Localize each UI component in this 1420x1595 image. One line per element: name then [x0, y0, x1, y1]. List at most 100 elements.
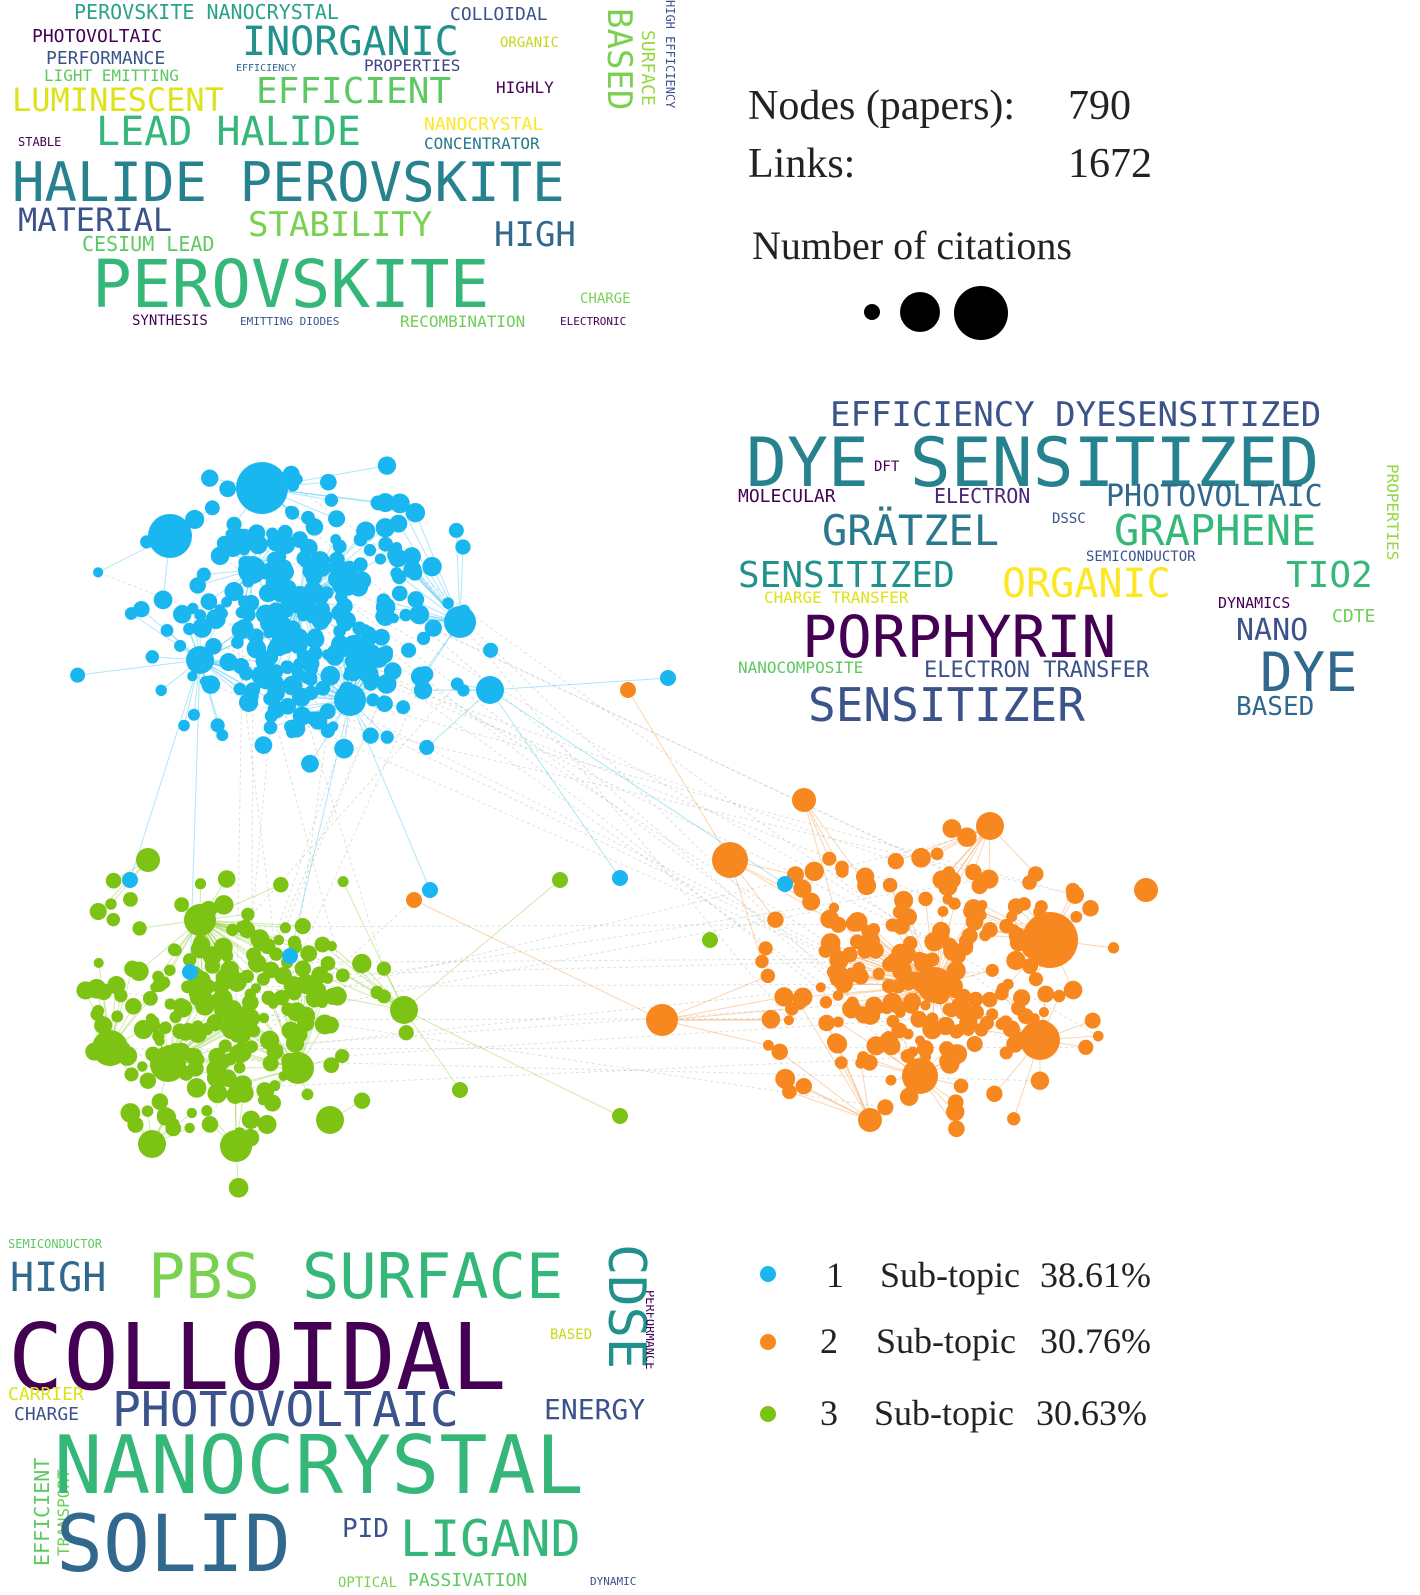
network-link: [204, 878, 990, 1002]
network-node: [241, 607, 256, 622]
network-node: [301, 754, 319, 773]
network-node: [835, 860, 849, 875]
legend-percent-1: 38.61%: [1040, 1255, 1151, 1295]
network-node: [207, 1083, 228, 1104]
network-node: [226, 923, 239, 937]
word: STABILITY: [248, 205, 433, 245]
word: ORGANIC: [500, 35, 560, 51]
network-node: [285, 506, 300, 520]
network-node: [237, 1139, 252, 1154]
network-node: [182, 1022, 194, 1034]
network-node: [275, 551, 287, 563]
network-node: [820, 933, 841, 953]
network-node: [186, 1078, 207, 1098]
network-node: [767, 911, 784, 928]
links-label: Links:: [748, 141, 856, 187]
network-link: [803, 1085, 871, 1121]
network-node: [399, 608, 413, 622]
network-node: [1063, 980, 1083, 1000]
word: DYNAMICS: [1218, 594, 1291, 612]
network-node: [94, 1016, 113, 1035]
word: DYE SENSITIZED: [746, 424, 1320, 503]
network-node: [268, 562, 289, 583]
network-node: [239, 692, 259, 713]
network-node: [273, 989, 290, 1006]
network-node: [224, 1027, 236, 1038]
network-node: [240, 969, 254, 984]
network-link: [96, 988, 886, 1108]
network-node: [201, 469, 219, 487]
network-node: [146, 1015, 160, 1029]
word: MOLECULAR: [738, 486, 836, 507]
network-node: [760, 968, 776, 984]
network-node: [250, 983, 262, 994]
network-node: [771, 1043, 788, 1061]
network-node: [233, 682, 246, 696]
network-link: [314, 638, 954, 952]
network-node: [1038, 1019, 1050, 1031]
network-node: [442, 597, 454, 609]
network-link: [290, 511, 871, 1016]
network-node: [403, 560, 422, 579]
citation-size-large: [954, 286, 1008, 340]
network-node: [298, 710, 312, 724]
word: EFFICIENCY DYESENSITIZED: [830, 395, 1322, 435]
network-link: [489, 677, 669, 691]
network-node: [263, 1094, 281, 1112]
network-node: [409, 604, 430, 625]
network-node: [306, 522, 320, 536]
network-link: [342, 881, 405, 1011]
network-node: [314, 1014, 335, 1035]
network-node: [300, 945, 318, 962]
word: CHARGE: [14, 1404, 80, 1425]
network-node: [167, 943, 181, 956]
network-node: [105, 898, 117, 910]
network-node: [200, 593, 218, 610]
word: CHARGE: [580, 291, 631, 307]
network-nodes: [70, 456, 1158, 1198]
word: HIGH: [10, 1255, 107, 1301]
network-node: [388, 548, 408, 568]
network-node: [979, 929, 991, 942]
network-node: [1006, 950, 1026, 971]
legend-id-3: 3: [820, 1393, 838, 1433]
network-node: [214, 895, 234, 915]
word: PORPHYRIN: [802, 603, 1117, 671]
word: CONCENTRATOR: [424, 134, 540, 153]
network-node: [95, 983, 112, 1001]
network-link: [403, 879, 561, 1011]
network-link: [198, 1058, 1040, 1082]
network-node: [966, 1035, 983, 1053]
network-node: [369, 648, 389, 668]
network-link: [403, 1009, 621, 1117]
network-node: [248, 464, 265, 482]
network-node: [294, 960, 311, 977]
nodes-label: Nodes (papers):: [748, 83, 1016, 129]
word: SURFACE: [637, 30, 658, 106]
network-hub-node: [136, 848, 160, 872]
network-node: [353, 1092, 371, 1109]
network-node: [956, 1001, 968, 1013]
network-node: [339, 681, 355, 697]
network-node: [196, 567, 211, 582]
network-node: [334, 738, 354, 759]
network-link: [627, 689, 731, 861]
legend-label-2: Sub-topic: [876, 1321, 1016, 1361]
word: PERFORMANCE: [46, 48, 166, 69]
network-node: [815, 982, 826, 993]
network-node: [971, 877, 988, 895]
network-hub-node: [646, 1004, 678, 1036]
word: COLLOIDAL: [450, 4, 548, 25]
network-node: [335, 1048, 350, 1064]
network-node: [297, 1014, 315, 1032]
network-node: [174, 639, 187, 652]
network-node: [829, 971, 846, 987]
network-node: [918, 891, 933, 907]
network-node: [273, 636, 285, 648]
network-node: [269, 947, 283, 961]
word: GRAPHENE: [1114, 506, 1317, 555]
network-node: [939, 1041, 955, 1057]
network-node: [946, 977, 963, 995]
word: PASSIVATION: [408, 1570, 528, 1591]
legend-id-1: 1: [826, 1255, 844, 1295]
